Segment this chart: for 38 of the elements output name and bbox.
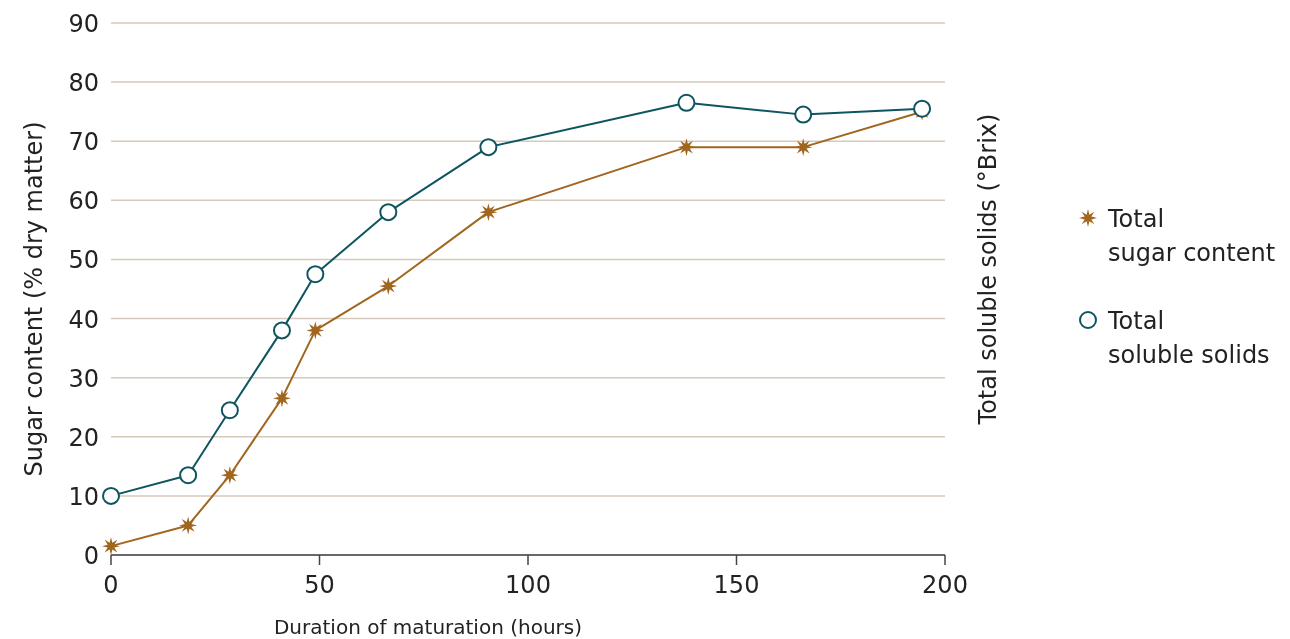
point — [220, 466, 239, 485]
point — [677, 138, 696, 157]
x-tick-label: 0 — [103, 571, 119, 599]
point — [306, 321, 325, 340]
point — [102, 486, 120, 505]
y-tick-label: 40 — [68, 305, 99, 334]
x-tick-label: 100 — [505, 571, 551, 599]
y-tick-label: 90 — [68, 10, 99, 38]
x-tick-label: 50 — [304, 571, 335, 599]
point — [794, 105, 813, 124]
x-axis-title: Duration of maturation (hours) — [273, 615, 583, 639]
y-tick-label: 70 — [68, 128, 99, 157]
point — [179, 516, 198, 535]
point — [677, 93, 696, 112]
point — [479, 203, 498, 222]
point — [379, 203, 398, 222]
point — [102, 537, 120, 556]
x-tick-label: 200 — [922, 571, 968, 599]
y2-axis-title: Total soluble solids (°Brix) — [974, 113, 1002, 426]
point — [179, 466, 198, 485]
y-axis-title: Sugar content (% dry matter) — [20, 121, 48, 477]
y-tick-label: 20 — [68, 423, 99, 452]
y-tick-label: 80 — [68, 69, 99, 98]
legend-label: Total sugar content — [1107, 205, 1276, 267]
point — [272, 321, 291, 340]
y-tick-label: 30 — [68, 364, 99, 393]
point — [794, 138, 813, 157]
y-tick-label: 50 — [68, 246, 99, 275]
point — [272, 389, 291, 408]
y-tick-label: 10 — [68, 482, 99, 511]
point — [479, 138, 498, 157]
point — [306, 265, 325, 284]
y-tick-label: 0 — [83, 542, 99, 570]
point — [220, 401, 239, 420]
x-tick-label: 150 — [713, 571, 760, 599]
legend-label: Total soluble solids — [1107, 307, 1270, 369]
point — [379, 277, 398, 296]
y-tick-label: 60 — [68, 187, 99, 216]
